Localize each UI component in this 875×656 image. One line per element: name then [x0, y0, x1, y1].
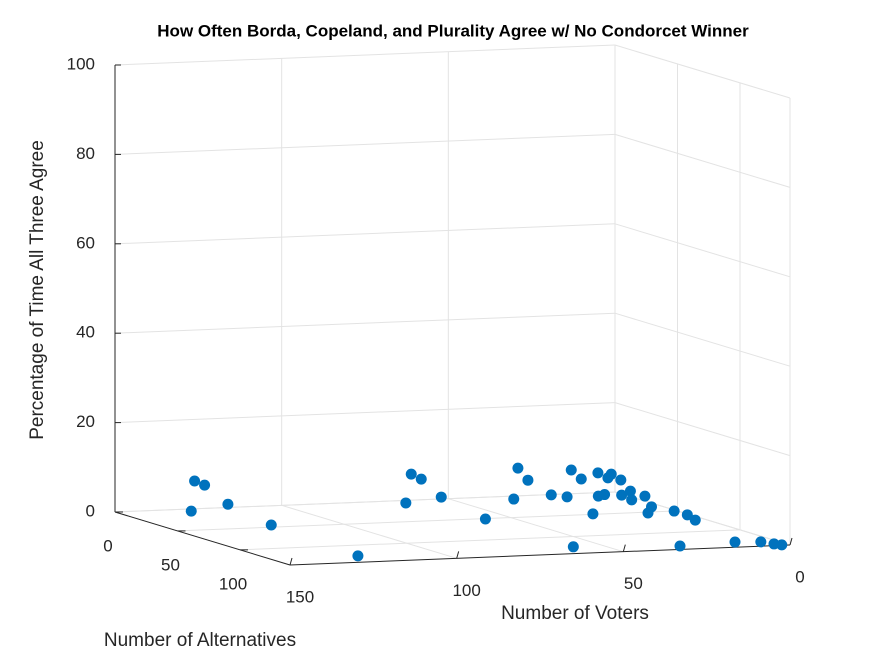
point: [400, 497, 412, 509]
point: [639, 490, 651, 502]
point: [689, 514, 701, 526]
point: [545, 489, 557, 501]
grid-line: [614, 133, 791, 188]
grid-line: [239, 529, 741, 551]
marks: [185, 462, 788, 562]
grid-line: [281, 504, 457, 559]
point: [265, 519, 277, 531]
point: [755, 536, 767, 548]
point: [776, 539, 788, 551]
point: [561, 491, 573, 503]
point: [681, 509, 693, 521]
grid-line: [614, 44, 791, 99]
x-axis: [289, 544, 791, 566]
point: [567, 541, 579, 553]
point: [415, 473, 427, 485]
point: [605, 468, 617, 480]
z-tick-label: 60: [76, 233, 95, 252]
x-tick-label: 0: [795, 567, 804, 586]
x-tick: [456, 551, 460, 559]
point: [615, 474, 627, 486]
grid-line: [448, 498, 624, 553]
x-tick-label: 100: [452, 581, 480, 600]
z-tick-label: 80: [76, 144, 95, 163]
y-tick-label: 50: [161, 555, 180, 574]
y-axis-title: Number of Alternatives: [104, 630, 296, 651]
point: [646, 501, 657, 513]
point: [405, 468, 417, 480]
grid: [114, 44, 791, 566]
grid-line: [177, 510, 678, 532]
z-tick-label: 100: [67, 54, 95, 73]
y-tick-label: 100: [219, 574, 247, 593]
x-tick: [622, 544, 626, 552]
grid-line: [114, 312, 616, 334]
point: [575, 473, 587, 485]
point: [352, 550, 364, 562]
x-tick: [789, 537, 793, 546]
point: [435, 491, 447, 503]
point: [599, 489, 611, 501]
z-tick-label: 40: [76, 323, 95, 342]
point: [626, 494, 638, 506]
point: [522, 474, 534, 486]
point: [565, 464, 577, 476]
point: [199, 479, 211, 491]
point: [508, 493, 520, 505]
point: [222, 498, 234, 510]
y-tick-label: 0: [103, 536, 112, 555]
z-tick-label: 20: [76, 412, 95, 431]
grid-line: [114, 133, 616, 155]
point: [587, 508, 599, 520]
z-tick-label: 0: [86, 501, 95, 520]
chart-title: How Often Borda, Copeland, and Plurality…: [157, 21, 749, 40]
point: [512, 462, 524, 474]
point: [624, 485, 636, 497]
grid-line: [614, 223, 791, 278]
point: [189, 475, 201, 487]
point: [674, 540, 686, 552]
axes: 0 20 40 60 80 100 0 50 100 150 0 50 100: [67, 54, 805, 606]
grid-line: [114, 223, 616, 245]
x-tick-label: 150: [286, 587, 314, 606]
point: [729, 536, 741, 548]
z-axis-title: Percentage of Time All Three Agree: [27, 140, 48, 440]
grid-line: [114, 44, 616, 66]
point: [479, 513, 491, 525]
grid-line: [114, 402, 616, 424]
grid-line: [114, 491, 616, 513]
point: [185, 505, 197, 517]
grid-line: [614, 312, 791, 367]
y-axis: [114, 511, 291, 566]
x-axis-title: Number of Voters: [501, 603, 649, 624]
x-tick: [289, 557, 293, 566]
grid-line: [614, 402, 791, 457]
x-tick-label: 50: [624, 574, 643, 593]
point: [592, 467, 604, 479]
point: [668, 505, 680, 517]
point: [616, 489, 628, 501]
